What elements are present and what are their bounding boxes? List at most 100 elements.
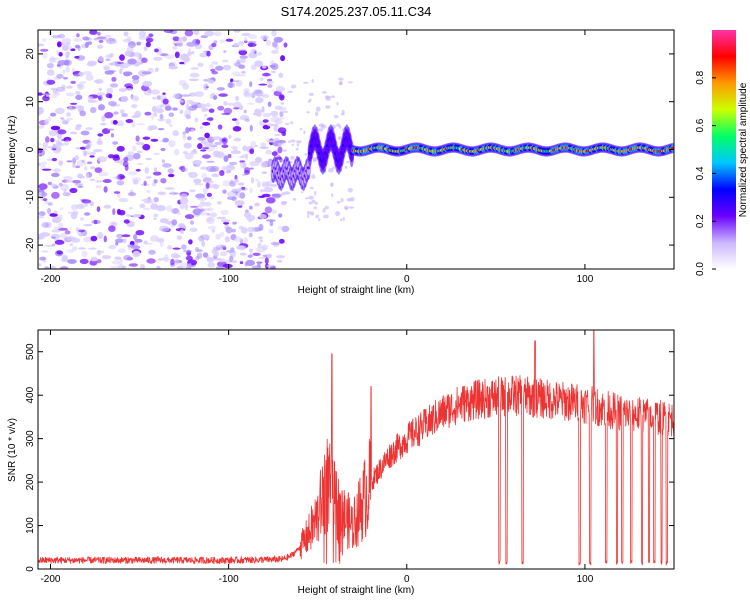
- noise-blob: [179, 202, 186, 210]
- noise-blob: [174, 148, 180, 156]
- noise-blob: [159, 218, 168, 224]
- noise-blob: [184, 153, 194, 160]
- noise-blob: [65, 66, 70, 73]
- noise-blob: [243, 237, 248, 244]
- noise-blob: [209, 197, 214, 200]
- noise-blob: [143, 200, 154, 204]
- noise-blob: [221, 144, 229, 149]
- noise-blob: [269, 183, 278, 188]
- noise-blob: [290, 121, 294, 125]
- snr-xtick-label: 0: [404, 574, 410, 585]
- noise-blob: [221, 112, 231, 116]
- noise-blob: [267, 78, 273, 82]
- noise-blob: [64, 230, 71, 235]
- noise-blob: [206, 102, 211, 108]
- noise-blob: [259, 77, 264, 82]
- noise-blob: [159, 94, 167, 100]
- noise-blob: [204, 142, 211, 148]
- noise-blob: [292, 197, 297, 201]
- noise-blob: [127, 244, 135, 248]
- noise-blob: [84, 212, 91, 216]
- noise-blob: [277, 226, 284, 230]
- noise-blob: [218, 93, 228, 97]
- noise-blob: [249, 148, 255, 155]
- noise-blob: [153, 197, 159, 203]
- noise-blob: [308, 92, 314, 97]
- noise-blob: [51, 243, 56, 247]
- noise-blob: [119, 54, 125, 61]
- noise-blob: [145, 41, 151, 48]
- noise-blob: [83, 236, 93, 243]
- noise-blob: [53, 226, 62, 230]
- spectrogram-ytick-label: -10: [25, 190, 36, 205]
- noise-blob: [60, 232, 67, 239]
- noise-blob: [110, 221, 117, 225]
- noise-blob: [58, 52, 63, 57]
- noise-blob: [302, 81, 309, 84]
- noise-blob: [172, 130, 179, 137]
- noise-blob: [89, 151, 97, 155]
- noise-blob: [342, 216, 345, 222]
- noise-blob: [308, 195, 314, 200]
- noise-blob: [233, 30, 241, 33]
- noise-blob: [148, 33, 154, 38]
- noise-blob: [336, 200, 341, 204]
- noise-blob: [185, 103, 190, 110]
- noise-blob: [223, 155, 229, 163]
- noise-blob: [108, 70, 117, 73]
- noise-blob: [160, 178, 167, 184]
- noise-blob: [188, 78, 199, 82]
- noise-blob: [150, 89, 160, 95]
- noise-blob: [274, 123, 278, 127]
- noise-blob: [256, 52, 263, 56]
- noise-blob: [112, 141, 119, 145]
- noise-blob: [104, 34, 112, 38]
- noise-blob: [228, 135, 232, 139]
- noise-blob: [249, 187, 253, 194]
- noise-blob: [218, 258, 226, 263]
- noise-blob: [188, 263, 192, 266]
- noise-blob: [75, 147, 82, 150]
- noise-blob: [259, 146, 269, 149]
- noise-blob: [303, 130, 306, 135]
- noise-blob: [142, 143, 151, 151]
- noise-blob: [45, 94, 50, 98]
- noise-blob: [258, 223, 264, 231]
- noise-blob: [90, 235, 98, 242]
- noise-blob: [185, 266, 191, 269]
- noise-blob: [154, 69, 159, 73]
- noise-blob: [74, 125, 81, 131]
- noise-blob: [295, 147, 299, 151]
- noise-blob: [120, 109, 125, 114]
- spectrogram-ytick-label: 10: [25, 96, 36, 108]
- noise-blob: [66, 160, 73, 163]
- noise-blob: [38, 125, 45, 129]
- noise-blob: [262, 182, 270, 189]
- noise-blob: [174, 51, 180, 59]
- snr-xlabel: Height of straight line (km): [298, 585, 415, 596]
- noise-blob: [165, 118, 172, 125]
- noise-blob: [144, 111, 152, 116]
- noise-blob: [118, 209, 126, 216]
- noise-blob: [226, 191, 237, 198]
- noise-blob: [248, 34, 257, 39]
- noise-blob: [260, 35, 269, 40]
- noise-blob: [201, 173, 207, 179]
- noise-blob: [220, 244, 226, 249]
- noise-blob: [193, 30, 200, 36]
- noise-blob: [87, 96, 94, 102]
- noise-blob: [200, 234, 210, 240]
- noise-blob: [257, 242, 262, 248]
- noise-blob: [244, 209, 249, 213]
- noise-blob: [199, 125, 204, 130]
- noise-blob: [98, 104, 105, 111]
- noise-blob: [66, 249, 75, 253]
- noise-blob: [81, 159, 85, 163]
- noise-blob: [267, 84, 273, 88]
- noise-blob: [313, 206, 318, 210]
- noise-blob: [174, 258, 180, 266]
- noise-blob: [157, 118, 165, 122]
- noise-blob: [89, 30, 98, 35]
- noise-blob: [40, 232, 51, 237]
